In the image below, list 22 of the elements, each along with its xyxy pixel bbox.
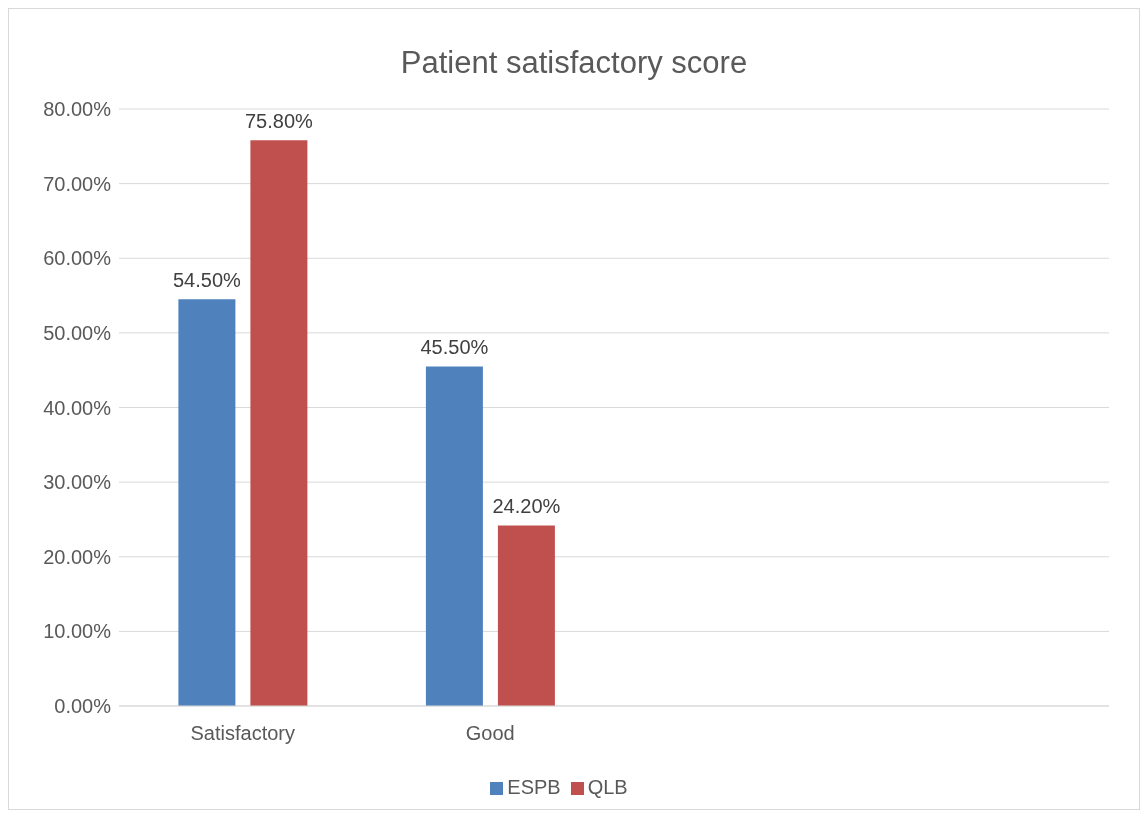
bar: [250, 140, 308, 706]
chart-title: Patient satisfactory score: [399, 44, 749, 82]
data-label: 45.50%: [420, 336, 489, 359]
x-tick-label: Good: [465, 722, 515, 745]
data-label: 24.20%: [492, 495, 561, 518]
bar: [178, 299, 236, 706]
bar: [497, 525, 555, 706]
y-tick-label: 0.00%: [54, 695, 112, 718]
bar: [425, 366, 483, 706]
y-tick-label: 60.00%: [43, 247, 112, 270]
y-tick-label: 20.00%: [43, 545, 112, 568]
y-tick-label: 10.00%: [43, 620, 112, 643]
y-tick-label: 80.00%: [43, 98, 112, 121]
y-tick-label: 50.00%: [43, 321, 112, 344]
data-label: 75.80%: [244, 110, 314, 133]
legend-label: ESPB: [507, 776, 561, 798]
x-tick-label: Satisfactory: [190, 722, 295, 745]
y-tick-label: 30.00%: [43, 471, 112, 494]
data-label: 54.50%: [172, 269, 242, 292]
y-tick-label: 70.00%: [43, 172, 112, 195]
legend-label: QLB: [587, 776, 628, 798]
y-tick-label: 40.00%: [43, 396, 112, 419]
